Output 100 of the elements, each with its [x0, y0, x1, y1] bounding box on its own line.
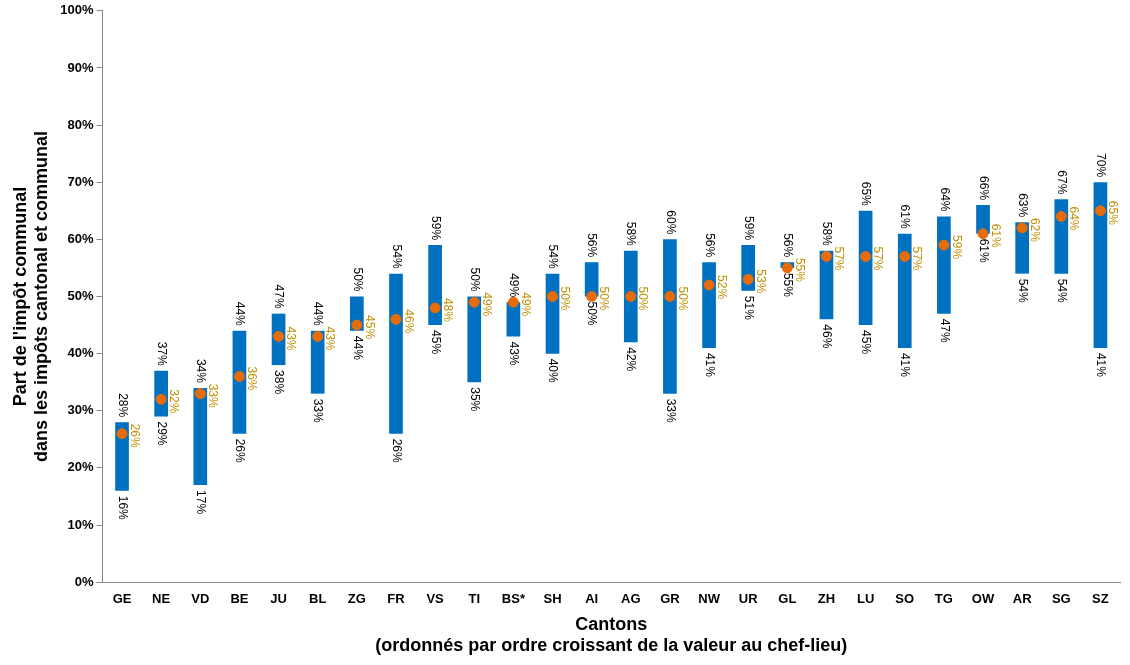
data-label: 50%	[675, 286, 690, 311]
bar	[1054, 199, 1069, 274]
annotation: 61%	[988, 223, 1003, 248]
point	[312, 331, 324, 342]
x-tick-label: NE	[152, 590, 171, 606]
annotation: 44%	[350, 335, 365, 361]
data-label: 45%	[362, 315, 377, 340]
annotation: 41%	[1094, 352, 1109, 378]
annotation: 70%	[1094, 153, 1109, 178]
bar	[428, 245, 442, 326]
annotation: 34%	[193, 358, 208, 384]
data-label: 49%	[507, 273, 522, 298]
x-tick-label: ZH	[817, 590, 836, 606]
data-label: 50%	[636, 286, 651, 311]
point	[429, 302, 441, 314]
annotation: 43%	[507, 341, 522, 366]
point	[116, 428, 128, 440]
bar	[389, 273, 403, 434]
annotation: 51%	[741, 295, 756, 321]
x-tick-label: TG	[934, 590, 953, 606]
x-tick-label: OW	[971, 590, 995, 606]
point	[820, 251, 832, 262]
x-axis-title: Cantons (ordonnés par ordre croissant de la valeur au chef-lieu)	[375, 613, 848, 656]
annotation: 63%	[1015, 193, 1030, 218]
bar	[232, 330, 247, 434]
data-label: 33%	[205, 383, 220, 408]
point	[586, 291, 598, 302]
annotation: 33%	[663, 398, 678, 423]
annotation: 35%	[467, 387, 482, 412]
x-tick-label: SO	[895, 590, 915, 606]
x-tick-label: SZ	[1092, 590, 1109, 606]
point	[977, 228, 989, 240]
bar	[467, 296, 482, 383]
x-tick-label: LU	[856, 590, 875, 606]
point	[703, 279, 715, 291]
point	[860, 251, 872, 262]
y-tick-label: 60%	[67, 230, 94, 246]
annotation: 41%	[898, 352, 913, 378]
data-label: 36%	[245, 366, 260, 391]
annotation: 55%	[793, 257, 808, 283]
annotation: 54%	[546, 244, 561, 269]
x-tick-label: NW	[698, 590, 721, 606]
data-label: 64%	[1066, 206, 1081, 231]
y-tick-label: 0%	[74, 573, 94, 589]
annotation: 50%	[467, 267, 482, 292]
bar	[858, 210, 873, 326]
bar	[545, 273, 560, 354]
annotation: 50%	[597, 286, 612, 311]
data-label: 52%	[714, 275, 729, 300]
data-label: 48%	[440, 297, 455, 323]
annotation: 28%	[115, 393, 130, 418]
x-tick-label: GE	[112, 590, 132, 606]
annotation: 26%	[389, 438, 404, 463]
bar	[193, 387, 208, 486]
annotation: 40%	[546, 358, 561, 383]
data-label: 65%	[1106, 200, 1121, 226]
y-tick-label: 90%	[67, 59, 94, 75]
x-tick-label: BE	[230, 590, 249, 606]
x-tick-label: GR	[660, 590, 681, 606]
point	[273, 331, 285, 342]
x-tick-label: BL	[309, 590, 327, 606]
point	[390, 313, 402, 325]
y-tick-label: 20%	[67, 459, 94, 475]
annotation: 59%	[428, 216, 443, 241]
x-tick-label: TI	[468, 590, 481, 606]
annotation: 49%	[519, 292, 534, 317]
annotation: 67%	[1054, 170, 1069, 195]
annotation: 45%	[859, 330, 874, 355]
data-label: 61%	[976, 238, 991, 263]
y-tick-label: 50%	[67, 288, 94, 304]
point	[742, 273, 754, 285]
bar	[897, 233, 912, 348]
annotation: 60%	[663, 210, 678, 235]
x-tick-label: AG	[621, 590, 641, 606]
data-label: 43%	[284, 326, 299, 351]
point	[899, 251, 911, 262]
annotation: 56%	[585, 233, 600, 258]
data-label: 55%	[781, 272, 796, 298]
point	[1055, 211, 1067, 222]
data-label: 50%	[558, 286, 573, 311]
point	[507, 296, 519, 308]
bar	[623, 250, 638, 343]
data-label: 49%	[479, 292, 494, 317]
y-tick-label: 10%	[67, 516, 94, 532]
x-tick-label: ZG	[347, 590, 366, 606]
bar	[702, 262, 716, 348]
bar	[663, 239, 677, 394]
y-axis-title: Part de l'impôt communal dans les impôts cantonal et communal	[9, 130, 52, 463]
annotation: 58%	[820, 221, 835, 247]
data-label: 50%	[585, 301, 600, 326]
x-tick-label: UR	[738, 590, 759, 606]
point	[664, 291, 676, 302]
point	[625, 291, 637, 302]
annotation: 42%	[624, 347, 639, 372]
annotation: 47%	[937, 318, 952, 343]
annotation: 56%	[781, 233, 796, 258]
point	[781, 262, 793, 274]
y-tick-label: 70%	[67, 173, 94, 189]
annotation: 65%	[859, 181, 874, 207]
x-tick-label: AR	[1012, 590, 1033, 606]
